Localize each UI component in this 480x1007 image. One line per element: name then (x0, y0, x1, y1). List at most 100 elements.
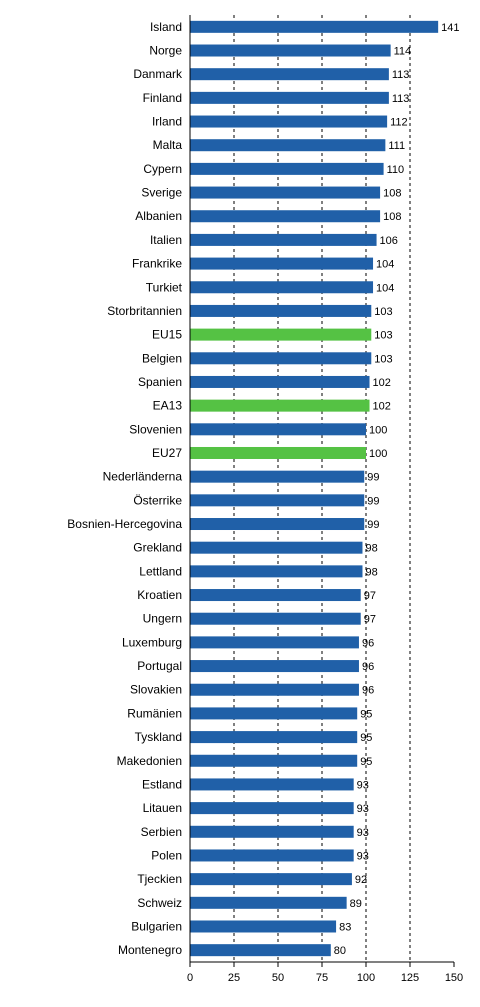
category-label: Schweiz (137, 896, 182, 910)
category-labels: Island Norge Danmark Finland Irland Malta Cype… (67, 20, 183, 957)
value-label: 113 (392, 93, 410, 105)
category-label: Island (150, 20, 182, 34)
bar-litauen (190, 802, 354, 815)
bar-turkiet (190, 281, 374, 294)
value-label: 99 (367, 495, 379, 507)
value-label: 97 (364, 590, 376, 602)
value-label: 98 (365, 566, 377, 578)
category-label: Polen (151, 848, 182, 862)
category-label: Spanien (138, 375, 182, 389)
bar-eu27 (190, 446, 366, 459)
category-label: Nederländerna (103, 470, 183, 484)
value-label: 93 (357, 779, 369, 791)
x-tick-label: 125 (401, 972, 419, 984)
bar-estland (190, 778, 354, 791)
bar-nederländerna (190, 470, 365, 483)
category-label: Portugal (137, 659, 182, 673)
bar-tjeckien (190, 873, 352, 886)
category-label: Frankrike (132, 257, 182, 271)
category-label: EU15 (152, 328, 182, 342)
value-label: 103 (374, 330, 392, 342)
bar-portugal (190, 660, 359, 673)
bar-luxemburg (190, 636, 359, 649)
value-label: 113 (392, 69, 410, 81)
category-label: Belgien (142, 351, 182, 365)
category-label: Albanien (135, 209, 182, 223)
bar-frankrike (190, 257, 374, 270)
bar-ea13 (190, 399, 370, 412)
value-label: 102 (373, 401, 391, 413)
x-tick-label: 100 (357, 972, 375, 984)
category-label: Bulgarien (131, 919, 182, 933)
category-label: Litauen (143, 801, 182, 815)
value-label: 110 (387, 164, 405, 176)
category-label: Grekland (133, 541, 182, 555)
value-label: 106 (380, 235, 398, 247)
value-label: 93 (357, 827, 369, 839)
category-label: Serbien (141, 825, 182, 839)
category-label: Rumänien (127, 706, 182, 720)
value-label: 108 (383, 188, 401, 200)
value-label: 99 (367, 519, 379, 531)
value-label: 93 (357, 850, 369, 862)
value-label: 97 (364, 614, 376, 626)
bar-danmark (190, 68, 389, 81)
category-label: Lettland (139, 564, 182, 578)
value-label: 100 (369, 424, 387, 436)
value-label: 96 (362, 661, 374, 673)
category-label: Turkiet (146, 280, 183, 294)
value-label: 112 (390, 117, 408, 129)
value-label: 141 (441, 22, 459, 34)
value-label: 99 (367, 472, 379, 484)
bar-albanien (190, 210, 381, 223)
category-label: Malta (153, 138, 183, 152)
bar-italien (190, 233, 377, 246)
value-label: 95 (360, 732, 372, 744)
category-label: Tyskland (135, 730, 182, 744)
value-label: 104 (376, 282, 394, 294)
value-label: 103 (374, 306, 392, 318)
value-label: 100 (369, 448, 387, 460)
bar-sverige (190, 186, 381, 199)
x-axis: 0 25 50 75 100 125 150 (187, 15, 463, 984)
bar-norge (190, 44, 391, 57)
x-tick-label: 150 (445, 972, 463, 984)
bar-storbritannien (190, 304, 372, 317)
value-label: 103 (374, 353, 392, 365)
bar-finland (190, 91, 389, 104)
value-labels: 141 114 113 113 112 111 110 108 108 106 104 104 103 1… (334, 22, 460, 957)
category-label: EU27 (152, 446, 182, 460)
category-label: Italien (150, 233, 182, 247)
value-label: 98 (365, 543, 377, 555)
bar-tyskland (190, 731, 358, 744)
bar-belgien (190, 352, 372, 365)
bar-kroatien (190, 589, 361, 602)
category-label: Slovenien (129, 422, 182, 436)
bar-irland (190, 115, 388, 128)
bars (190, 20, 439, 957)
bar-österrike (190, 494, 365, 507)
bar-montenegro (190, 944, 331, 957)
category-label: Bosnien-Hercegovina (67, 517, 182, 531)
value-label: 96 (362, 637, 374, 649)
value-label: 83 (339, 921, 351, 933)
bar-lettland (190, 565, 363, 578)
category-label: Slovakien (130, 683, 182, 697)
x-tick-label: 50 (272, 972, 284, 984)
category-label: Danmark (133, 67, 183, 81)
bar-slovenien (190, 423, 366, 436)
category-label: EA13 (153, 399, 183, 413)
category-label: Sverige (141, 186, 182, 200)
bar-makedonien (190, 754, 358, 767)
value-label: 95 (360, 708, 372, 720)
value-label: 102 (373, 377, 391, 389)
bar-cypern (190, 162, 384, 175)
bar-slovakien (190, 683, 359, 696)
category-label: Österrike (133, 493, 182, 507)
value-label: 95 (360, 756, 372, 768)
value-label: 104 (376, 259, 394, 271)
category-label: Montenegro (118, 943, 182, 957)
bar-eu15 (190, 328, 372, 341)
bar-spanien (190, 375, 370, 388)
